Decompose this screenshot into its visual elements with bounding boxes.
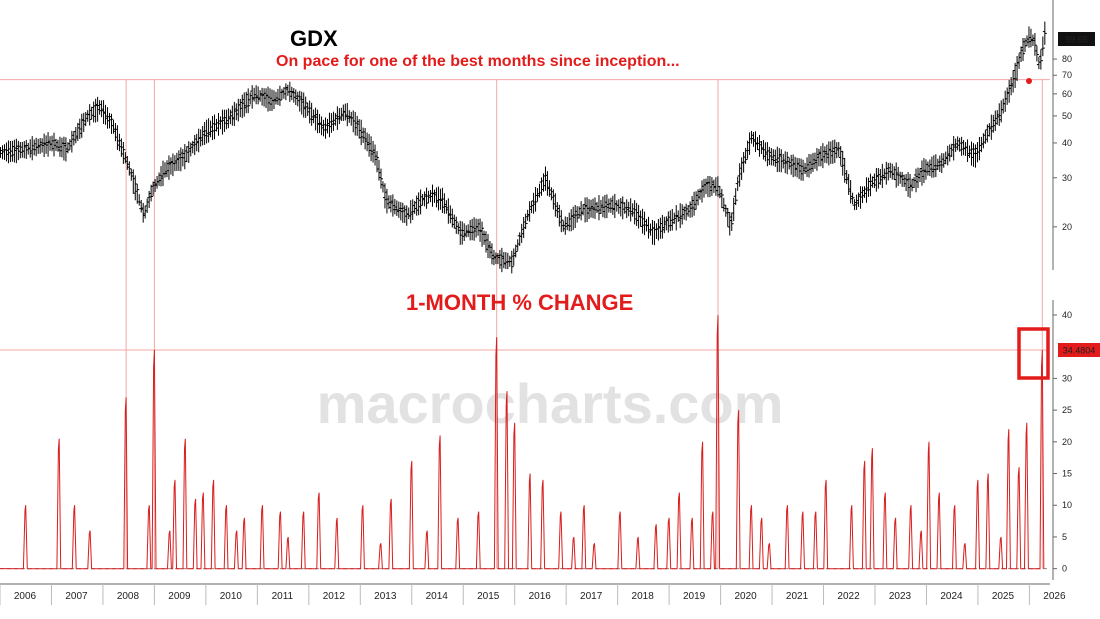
change-tick-label: 40 <box>1062 310 1072 320</box>
change-tick-label: 0 <box>1062 564 1067 574</box>
change-tick-label: 5 <box>1062 532 1067 542</box>
time-tick-label: 2021 <box>786 591 809 602</box>
price-axis: 20 30 40 50 60 70 80 <box>1052 0 1072 270</box>
change-last-tag: 34.4804 <box>1058 343 1100 357</box>
time-tick-label: 2026 <box>1043 591 1066 602</box>
change-line <box>0 314 1045 570</box>
chart-subtitle: On pace for one of the best months since… <box>276 53 680 70</box>
chart-title: GDX <box>290 26 338 51</box>
time-tick-label: 2023 <box>889 591 912 602</box>
price-tick-label: 80 <box>1062 54 1072 64</box>
time-tick-label: 2013 <box>374 591 397 602</box>
time-tick-label: 2024 <box>940 591 963 602</box>
time-tick-label: 2019 <box>683 591 706 602</box>
time-tick-label: 2018 <box>632 591 655 602</box>
change-series <box>0 314 1045 570</box>
highlight-box <box>1017 327 1050 380</box>
price-tick-label: 70 <box>1062 70 1072 80</box>
change-tick-label: 25 <box>1062 405 1072 415</box>
svg-text:99.65: 99.65 <box>1065 35 1088 45</box>
time-tick-label: 2008 <box>117 591 140 602</box>
time-axis: 2006 2007 2008 2009 2010 2011 2012 2013 2014 2015… <box>0 583 1066 605</box>
reference-marker <box>1026 78 1032 84</box>
time-tick-label: 2015 <box>477 591 500 602</box>
change-tick-label: 15 <box>1062 469 1072 479</box>
time-tick-label: 2017 <box>580 591 603 602</box>
time-tick-label: 2020 <box>734 591 757 602</box>
price-tick-label: 50 <box>1062 111 1072 121</box>
time-tick-label: 2014 <box>426 591 449 602</box>
event-guide-lines <box>0 79 1050 569</box>
time-tick-label: 2010 <box>220 591 243 602</box>
time-tick-label: 2011 <box>272 591 294 602</box>
price-last-tag: 99.65 <box>1058 32 1095 46</box>
time-tick-label: 2012 <box>323 591 346 602</box>
price-bars <box>0 21 1047 274</box>
change-panel-title: 1-MONTH % CHANGE <box>406 290 633 315</box>
watermark: macrocharts.com <box>317 372 784 435</box>
price-tick-label: 30 <box>1062 173 1072 183</box>
time-tick-label: 2009 <box>168 591 191 602</box>
price-tick-label: 40 <box>1062 138 1072 148</box>
change-tick-label: 10 <box>1062 500 1072 510</box>
time-tick-label: 2007 <box>65 591 88 602</box>
time-tick-label: 2025 <box>992 591 1015 602</box>
change-tick-label: 20 <box>1062 437 1072 447</box>
svg-text:34.4804: 34.4804 <box>1063 346 1096 356</box>
change-axis: 0 5 10 15 20 25 30 40 <box>0 300 1072 580</box>
time-tick-label: 2022 <box>837 591 860 602</box>
time-tick-label: 2016 <box>529 591 552 602</box>
time-tick-label: 2006 <box>14 591 37 602</box>
price-tick-label: 20 <box>1062 222 1072 232</box>
price-tick-label: 60 <box>1062 89 1072 99</box>
change-tick-label: 30 <box>1062 373 1072 383</box>
